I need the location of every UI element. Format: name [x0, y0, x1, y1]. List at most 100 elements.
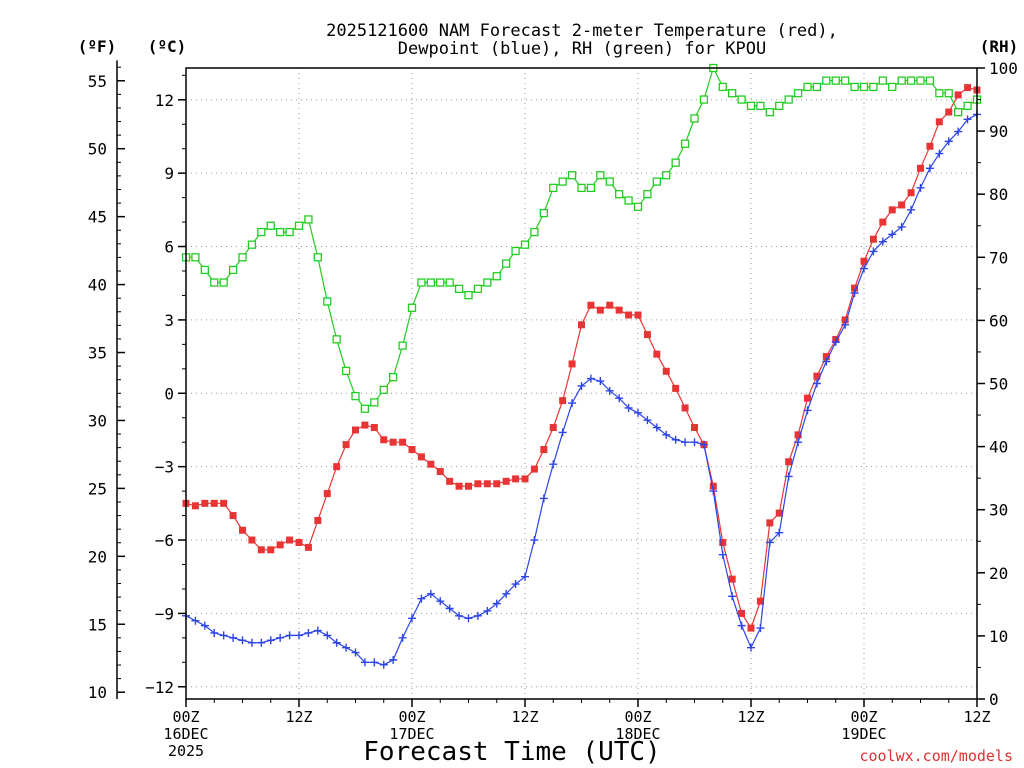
2-meter-temperature-point: [813, 372, 821, 380]
dewpoint-point: [257, 638, 266, 647]
rh-point: [652, 177, 661, 186]
dewpoint-series: [182, 110, 981, 669]
rh-point: [793, 89, 803, 98]
rh-point: [304, 215, 313, 224]
2-meter-temperature-point: [888, 206, 896, 214]
rh-point: [247, 240, 257, 249]
rh-point: [662, 171, 671, 180]
dewpoint-point: [681, 438, 690, 447]
rh-tick-label: 10: [989, 627, 1008, 646]
2-meter-temperature-point: [578, 321, 585, 329]
2-meter-temperature-point: [672, 384, 680, 392]
axes-layer: 55504540353025201510129630−3−6−9−1210090…: [88, 59, 1018, 760]
rh-point: [539, 208, 548, 218]
credit-link[interactable]: coolwx.com/models: [859, 747, 1013, 765]
rh-point: [294, 221, 304, 230]
celsius-unit-label: (ºC): [148, 37, 187, 56]
rh-tick-label: 40: [989, 438, 1008, 457]
dewpoint-point: [539, 494, 548, 503]
x-tick-label: 2025: [168, 742, 204, 760]
dewpoint-point: [878, 237, 887, 246]
dewpoint-point: [925, 164, 934, 173]
dewpoint-point: [737, 621, 746, 630]
2-meter-temperature-point: [728, 575, 736, 583]
dewpoint-point: [502, 589, 511, 598]
rh-point: [530, 227, 539, 237]
dewpoint-point: [492, 599, 501, 608]
fahrenheit-tick-label: 30: [88, 411, 107, 430]
dewpoint-point: [219, 631, 228, 640]
rh-series: [181, 63, 982, 413]
2-meter-temperature-point: [587, 301, 595, 309]
2-meter-temperature-point: [869, 235, 877, 243]
rh-point: [285, 227, 294, 237]
2-meter-temperature-point: [521, 475, 529, 483]
rh-point: [407, 303, 417, 312]
dewpoint-point: [690, 438, 699, 447]
dewpoint-point: [765, 538, 774, 547]
dewpoint-point: [907, 205, 916, 214]
x-tick-label: 00Z: [850, 708, 877, 726]
fahrenheit-tick-label: 35: [88, 344, 107, 363]
rh-point: [370, 398, 379, 407]
2-meter-temperature-point: [794, 431, 802, 439]
x-tick-label: 16DEC: [163, 725, 208, 743]
rh-point: [313, 253, 322, 262]
dewpoint-point: [812, 379, 821, 388]
rh-point: [191, 253, 200, 262]
2-meter-temperature-point: [220, 499, 228, 507]
2-meter-temperature-point: [446, 477, 454, 485]
fahrenheit-tick-label: 50: [88, 140, 107, 159]
2-meter-temperature-point: [653, 350, 661, 358]
rh-point: [690, 114, 699, 123]
dewpoint-point: [869, 247, 878, 256]
rh-point: [219, 278, 228, 287]
rh-point: [737, 95, 746, 104]
2-meter-temperature-point: [851, 284, 859, 292]
dewpoint-point: [247, 638, 256, 647]
rh-point: [436, 278, 445, 287]
dewpoint-point: [483, 606, 492, 615]
2-meter-temperature-point: [785, 458, 793, 466]
2-meter-temperature-point: [954, 91, 962, 99]
dewpoint-point: [398, 633, 407, 642]
dewpoint-point: [831, 337, 840, 346]
fahrenheit-tick-label: 15: [88, 615, 107, 634]
rh-point: [906, 76, 916, 85]
rh-point: [624, 196, 633, 205]
dewpoint-point: [822, 357, 831, 366]
rh-point: [502, 259, 511, 268]
rh-point: [558, 177, 567, 186]
2-meter-temperature-point: [625, 311, 633, 319]
2-meter-temperature-point: [286, 536, 294, 544]
rh-point: [841, 76, 850, 85]
celsius-tick-label: −9: [155, 604, 174, 623]
dewpoint-point: [615, 394, 624, 403]
2-meter-temperature-point: [436, 468, 444, 476]
rh-point: [718, 82, 727, 92]
dewpoint-point: [662, 430, 671, 439]
2-meter-temperature-point: [304, 543, 312, 551]
rh-point: [954, 108, 963, 117]
dewpoint-point: [549, 460, 558, 469]
dewpoint-point: [860, 264, 868, 273]
x-tick-label: 12Z: [511, 708, 538, 726]
dewpoint-point: [643, 416, 652, 425]
rh-tick-label: 30: [989, 501, 1008, 520]
rh-tick-label: 0: [989, 690, 999, 709]
rh-point: [869, 82, 878, 92]
dewpoint-point: [360, 658, 369, 667]
rh-point: [445, 278, 454, 287]
celsius-tick-label: 0: [164, 384, 174, 403]
dewpoint-point: [944, 137, 953, 146]
dewpoint-point: [897, 222, 906, 231]
dewpoint-point: [935, 149, 944, 158]
dewpoint-point: [530, 536, 539, 545]
rh-point: [728, 89, 737, 98]
dewpoint-point: [671, 435, 680, 444]
rh-point: [596, 171, 605, 180]
rh-point: [360, 404, 370, 413]
dewpoint-point: [577, 381, 586, 390]
x-tick-label: 00Z: [398, 708, 425, 726]
